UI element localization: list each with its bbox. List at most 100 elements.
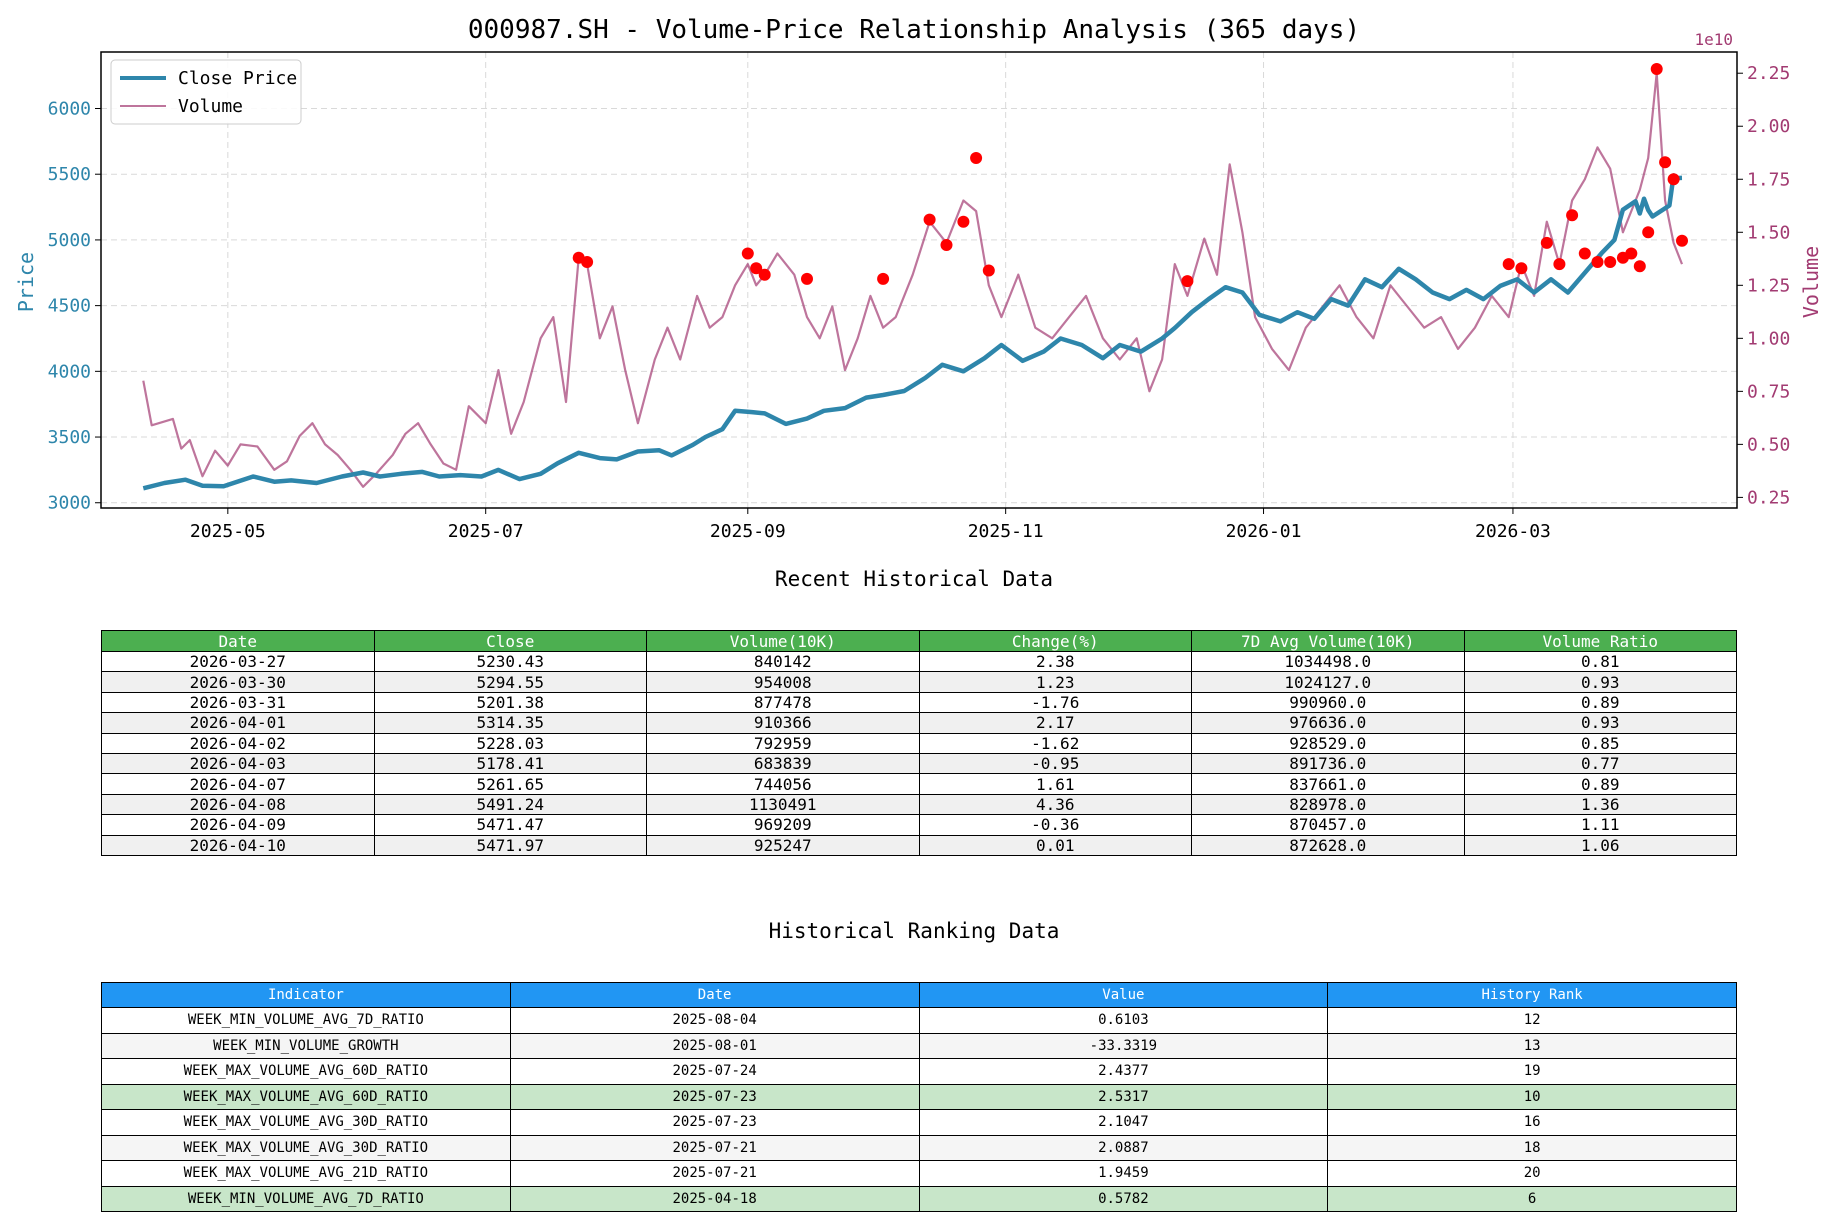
y-left-tick-label: 4500: [48, 296, 91, 317]
table-row: 2026-03-27 5230.43 840142 2.38 1034498.0 0.81: [101, 650, 1737, 673]
table-cell: 1.06: [1463, 834, 1737, 856]
volume-signal-point: [1181, 275, 1194, 288]
table-cell: -0.95: [918, 752, 1192, 775]
table-cell: 10: [1327, 1083, 1737, 1110]
table-row: 2026-04-01 5314.35 910366 2.17 976636.0 0.93: [101, 712, 1737, 734]
table-cell: 0.93: [1463, 671, 1737, 693]
table-cell: 0.01: [918, 834, 1192, 856]
table-cell: 5228.03: [373, 732, 647, 754]
table-cell: 5471.97: [373, 834, 647, 856]
table-cell: 1.36: [1463, 793, 1737, 816]
table-cell: WEEK_MIN_VOLUME_AVG_7D_RATIO: [101, 1007, 511, 1034]
x-tick-label: 2025-11: [968, 521, 1044, 540]
table-cell: 2026-04-10: [101, 834, 375, 856]
volume-signal-point: [758, 268, 771, 281]
table-cell: 2.17: [918, 712, 1192, 734]
table-cell: 877478: [646, 691, 920, 714]
y-left-tick-label: 6000: [48, 99, 91, 120]
table-row: 2026-04-07 5261.65 744056 1.61 837661.0 0.89: [101, 773, 1737, 795]
y-left-tick-label: 5500: [48, 164, 91, 185]
volume-signal-point: [877, 272, 890, 285]
volume-signal-point: [1553, 258, 1566, 271]
table-cell: 5471.47: [373, 814, 647, 836]
table-row: 2026-04-08 5491.24 1130491 4.36 828978.0 1.36: [101, 793, 1737, 816]
table-cell: 870457.0: [1191, 814, 1465, 836]
volume-signal-point: [1540, 236, 1553, 249]
y-right-tick-label: 1.75: [1747, 169, 1790, 190]
table-cell: 0.81: [1463, 650, 1737, 673]
table-cell: 1.11: [1463, 814, 1737, 836]
table-cell: 0.89: [1463, 773, 1737, 795]
table-row: 2026-03-30 5294.55 954008 1.23 1024127.0 0.93: [101, 671, 1737, 693]
table-cell: 954008: [646, 671, 920, 693]
table-cell: 0.85: [1463, 732, 1737, 754]
y-right-tick-label: 0.75: [1747, 381, 1790, 402]
table-cell: 2026-04-01: [101, 712, 375, 734]
volume-signal-point: [1642, 226, 1655, 239]
table-cell: 2026-04-02: [101, 732, 375, 754]
table-cell: 2026-03-27: [101, 650, 375, 673]
table-cell: 2.38: [918, 650, 1192, 673]
table-row: WEEK_MAX_VOLUME_AVG_60D_RATIO 2025-07-23 2…: [101, 1083, 1737, 1110]
volume-signal-point: [1625, 247, 1638, 260]
x-tick-label: 2025-09: [710, 521, 786, 540]
volume-signal-point: [923, 213, 936, 226]
table-cell: 2026-04-07: [101, 773, 375, 795]
table-cell: 928529.0: [1191, 732, 1465, 754]
table-cell: 20: [1327, 1160, 1737, 1187]
volume-signal-point: [750, 262, 763, 275]
recent-table-title: Recent Historical Data: [774, 567, 1054, 591]
table-cell: WEEK_MAX_VOLUME_AVG_60D_RATIO: [101, 1083, 511, 1110]
volume-signal-point: [1502, 258, 1515, 271]
table-cell: 2025-07-23: [509, 1083, 920, 1110]
table-cell: 5261.65: [373, 773, 647, 795]
x-tick-label: 2025-07: [448, 521, 524, 540]
table-cell: 792959: [646, 732, 920, 754]
y-right-tick-label: 2.00: [1747, 116, 1790, 137]
recent-history-table: Date Close Volume(10K) Change(%) 7D Avg Volu…: [101, 630, 1737, 856]
volume-signal-points: [572, 63, 1688, 288]
table-row: WEEK_MIN_VOLUME_AVG_7D_RATIO 2025-08-04 0.…: [101, 1007, 1737, 1034]
table-row: WEEK_MIN_VOLUME_AVG_7D_RATIO 2025-04-18 0.…: [101, 1185, 1737, 1212]
y-right-tick-label: 2.25: [1747, 63, 1790, 84]
x-tick-label: 2026-01: [1226, 521, 1302, 540]
table-cell: 1034498.0: [1191, 650, 1465, 673]
table-row: WEEK_MAX_VOLUME_AVG_30D_RATIO 2025-07-21 2…: [101, 1134, 1737, 1161]
table-cell: 683839: [646, 752, 920, 775]
volume-signal-point: [1604, 256, 1617, 268]
table-cell: 2025-08-04: [509, 1007, 920, 1034]
volume-signal-point: [1566, 209, 1579, 222]
ranking-column-header: Date: [509, 982, 920, 1008]
ranking-table-header-row: Indicator Date Value History Rank: [101, 982, 1737, 1008]
table-cell: 2026-04-09: [101, 814, 375, 836]
axes: 3000 3500 4000 4500 5000 5500 6000 0.25 0.50 0.75…: [48, 63, 1791, 540]
table-cell: 1024127.0: [1191, 671, 1465, 693]
table-cell: WEEK_MIN_VOLUME_GROWTH: [101, 1032, 511, 1059]
table-row: 2026-04-03 5178.41 683839 -0.95 891736.0 0.77: [101, 752, 1737, 775]
table-row: WEEK_MAX_VOLUME_AVG_30D_RATIO 2025-07-23 2…: [101, 1109, 1737, 1136]
recent-column-header: Volume(10K): [646, 630, 920, 652]
table-cell: 2025-08-01: [509, 1032, 920, 1059]
table-cell: 828978.0: [1191, 793, 1465, 816]
price-series: [142, 173, 1683, 491]
table-cell: 2.1047: [918, 1109, 1329, 1136]
table-cell: WEEK_MIN_VOLUME_AVG_7D_RATIO: [101, 1185, 511, 1212]
x-tick-label: 2026-03: [1475, 521, 1551, 540]
table-row: 2026-04-09 5471.47 969209 -0.36 870457.0 1.11: [101, 814, 1737, 836]
table-cell: 2.0887: [918, 1134, 1329, 1161]
volume-signal-point: [1591, 256, 1604, 268]
close-price-line: [142, 173, 1683, 491]
table-cell: 2025-07-21: [509, 1134, 920, 1161]
table-cell: -0.36: [918, 814, 1192, 836]
table-cell: 2025-07-21: [509, 1160, 920, 1187]
volume-series: [142, 72, 1684, 488]
y-left-tick-label: 3500: [48, 427, 91, 448]
volume-signal-point: [1578, 247, 1591, 260]
recent-table-header-row: Date Close Volume(10K) Change(%) 7D Avg Volu…: [101, 630, 1737, 652]
table-cell: 2026-04-08: [101, 793, 375, 816]
table-cell: 925247: [646, 834, 920, 856]
historical-ranking-table: Indicator Date Value History Rank WEEK_MIN_…: [101, 982, 1737, 1212]
volume-line: [142, 72, 1684, 488]
table-cell: WEEK_MAX_VOLUME_AVG_21D_RATIO: [101, 1160, 511, 1187]
table-row: 2026-03-31 5201.38 877478 -1.76 990960.0 0.89: [101, 691, 1737, 714]
